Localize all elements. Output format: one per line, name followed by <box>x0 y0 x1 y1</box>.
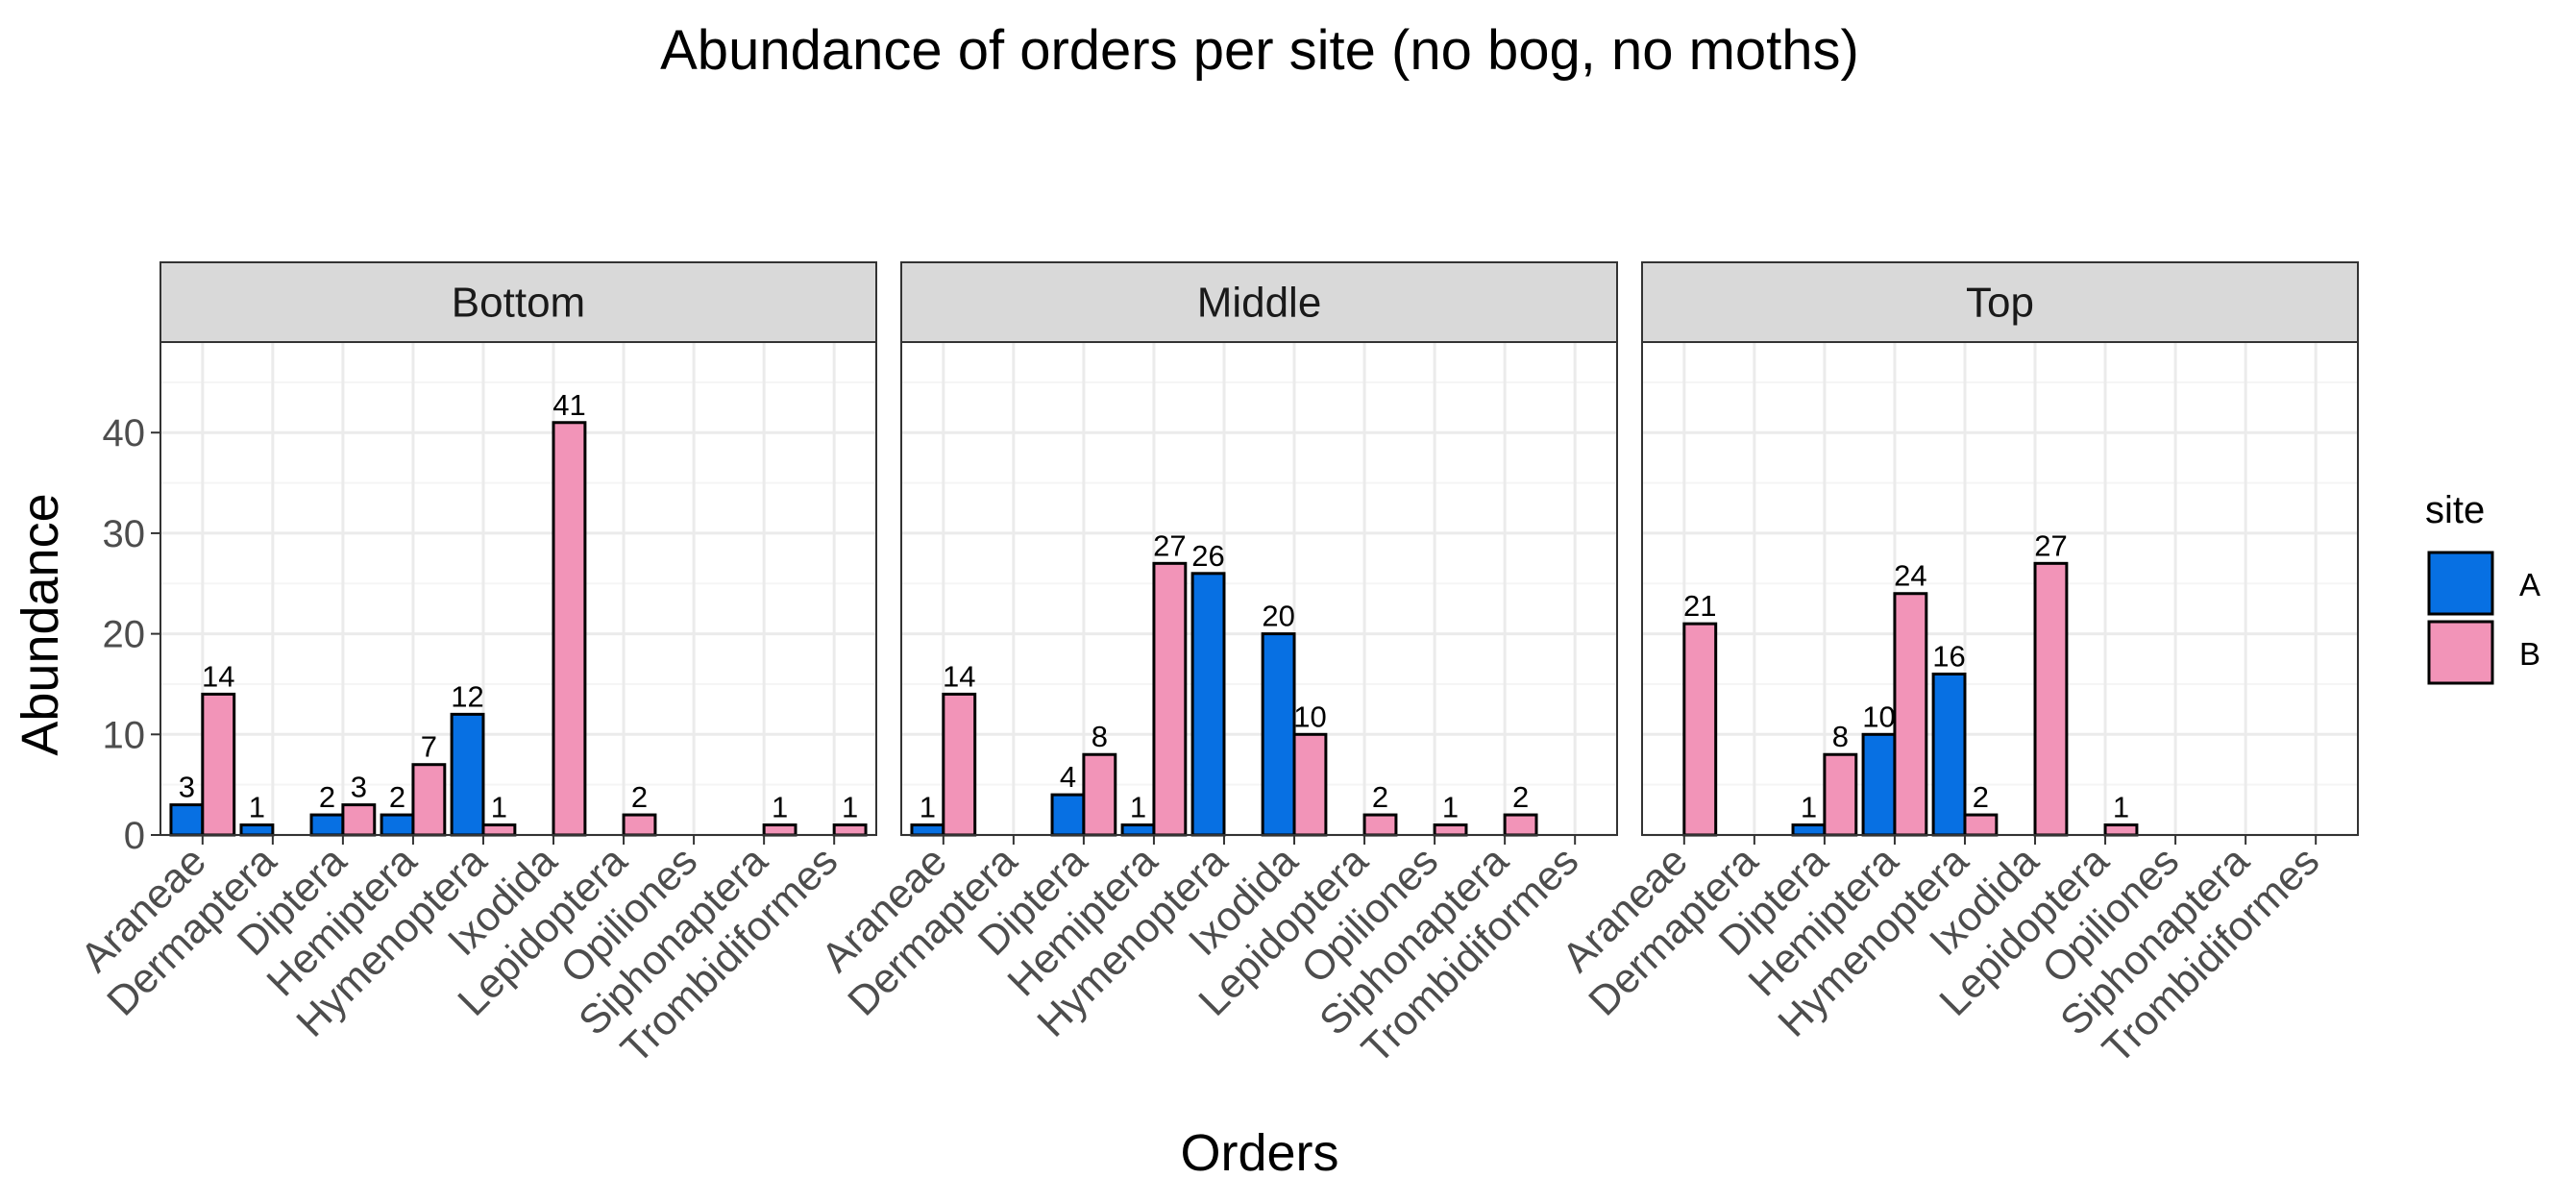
bar-b-siphonaptera <box>1503 813 1538 837</box>
legend-key-b <box>2427 620 2494 685</box>
data-label: 1 <box>772 791 788 824</box>
y-tick-label: 30 <box>103 513 146 555</box>
plot-background <box>160 342 876 835</box>
data-label: 26 <box>1191 539 1224 573</box>
data-label: 2 <box>1372 780 1388 814</box>
bar-a-hymenoptera <box>1190 572 1226 837</box>
data-label: 21 <box>1683 589 1716 623</box>
panel-border <box>159 341 877 836</box>
bar-b-araneae <box>942 692 977 837</box>
data-label: 24 <box>1894 559 1926 593</box>
bar-b-hymenoptera <box>1963 813 1999 837</box>
bar-a-diptera <box>1050 793 1086 837</box>
facet-strip-label: Top <box>1966 280 2034 327</box>
data-label: 14 <box>943 659 975 693</box>
bar-b-opiliones <box>1433 823 1468 837</box>
legend: site AB <box>2425 489 2540 685</box>
data-label: 2 <box>631 780 648 814</box>
data-label: 10 <box>1862 700 1895 733</box>
bar-b-diptera <box>1082 752 1117 837</box>
bar-b-diptera <box>341 803 377 837</box>
bar-b-araneae <box>1682 622 1718 837</box>
bar-a-hemiptera <box>380 813 415 837</box>
bar-a-diptera <box>1791 823 1827 837</box>
bar-a-hymenoptera <box>450 712 485 837</box>
data-label: 1 <box>2113 791 2129 824</box>
y-tick-label: 0 <box>124 815 145 857</box>
bar-b-hemiptera <box>1893 592 1928 837</box>
data-label: 2 <box>389 780 405 814</box>
bar-b-ixodida <box>1292 732 1328 837</box>
data-label: 12 <box>451 679 483 713</box>
facet-strip-label: Middle <box>1197 280 1322 327</box>
data-label: 16 <box>1932 639 1965 673</box>
bar-a-hemiptera <box>1120 823 1156 837</box>
y-tick-label: 10 <box>103 714 146 756</box>
data-label: 2 <box>319 780 335 814</box>
x-axis-title: Orders <box>1180 1124 1338 1182</box>
panel-border <box>900 341 1618 836</box>
data-label: 14 <box>202 659 234 693</box>
bar-b-ixodida <box>2033 561 2069 837</box>
bar-b-siphonaptera <box>762 823 797 837</box>
legend-label: A <box>2519 567 2540 602</box>
bar-a-ixodida <box>1261 632 1296 837</box>
data-label: 1 <box>249 791 265 824</box>
bar-b-trombidiformes <box>832 823 868 837</box>
facet-strip-label: Bottom <box>452 280 585 327</box>
data-label: 3 <box>179 771 195 804</box>
facet-panel-top: Top11016218242271AraneaeDermapteraDipter… <box>1554 261 2359 1072</box>
data-label: 1 <box>842 791 858 824</box>
y-tick-label: 40 <box>103 412 146 454</box>
bar-a-araneae <box>169 803 205 837</box>
bar-b-araneae <box>201 692 236 837</box>
data-label: 8 <box>1832 720 1849 753</box>
bar-b-hemiptera <box>411 763 447 837</box>
plot-background <box>901 342 1617 835</box>
facet-strip <box>900 261 1618 343</box>
data-label: 1 <box>920 791 936 824</box>
facet-strip <box>159 261 877 343</box>
data-label: 27 <box>1153 528 1186 562</box>
bar-b-hymenoptera <box>481 823 517 837</box>
bar-b-lepidoptera <box>1362 813 1398 837</box>
data-label: 2 <box>1512 780 1529 814</box>
data-label: 2 <box>1973 780 1989 814</box>
bar-a-hymenoptera <box>1931 672 1967 837</box>
bar-a-hemiptera <box>1861 732 1897 837</box>
bar-b-hemiptera <box>1152 561 1188 837</box>
bar-a-araneae <box>910 823 945 837</box>
y-axis-title: Abundance <box>12 493 69 755</box>
bar-a-dermaptera <box>239 823 275 837</box>
data-label: 20 <box>1262 600 1294 633</box>
panel-border <box>1641 341 2359 836</box>
legend-title: site <box>2425 489 2485 531</box>
bar-b-ixodida <box>552 421 587 837</box>
chart-title: Abundance of orders per site (no bog, no… <box>660 19 1859 82</box>
legend-key-a <box>2427 551 2494 616</box>
plot-background <box>1642 342 2358 835</box>
data-label: 8 <box>1092 720 1108 753</box>
data-label: 3 <box>351 771 367 804</box>
bar-b-lepidoptera <box>2103 823 2139 837</box>
data-label: 1 <box>1801 791 1817 824</box>
data-label: 1 <box>1130 791 1146 824</box>
legend-keys: AB <box>2427 551 2540 685</box>
data-label: 7 <box>421 730 437 764</box>
legend-label: B <box>2519 636 2540 672</box>
data-label: 10 <box>1293 700 1326 733</box>
data-label: 4 <box>1060 760 1076 794</box>
data-label: 27 <box>2034 528 2067 562</box>
bar-b-diptera <box>1823 752 1858 837</box>
y-tick-label: 20 <box>103 614 146 656</box>
data-label: 1 <box>1442 791 1459 824</box>
data-label: 41 <box>552 388 585 422</box>
data-label: 1 <box>491 791 507 824</box>
bar-a-diptera <box>309 813 345 837</box>
bar-b-lepidoptera <box>622 813 657 837</box>
